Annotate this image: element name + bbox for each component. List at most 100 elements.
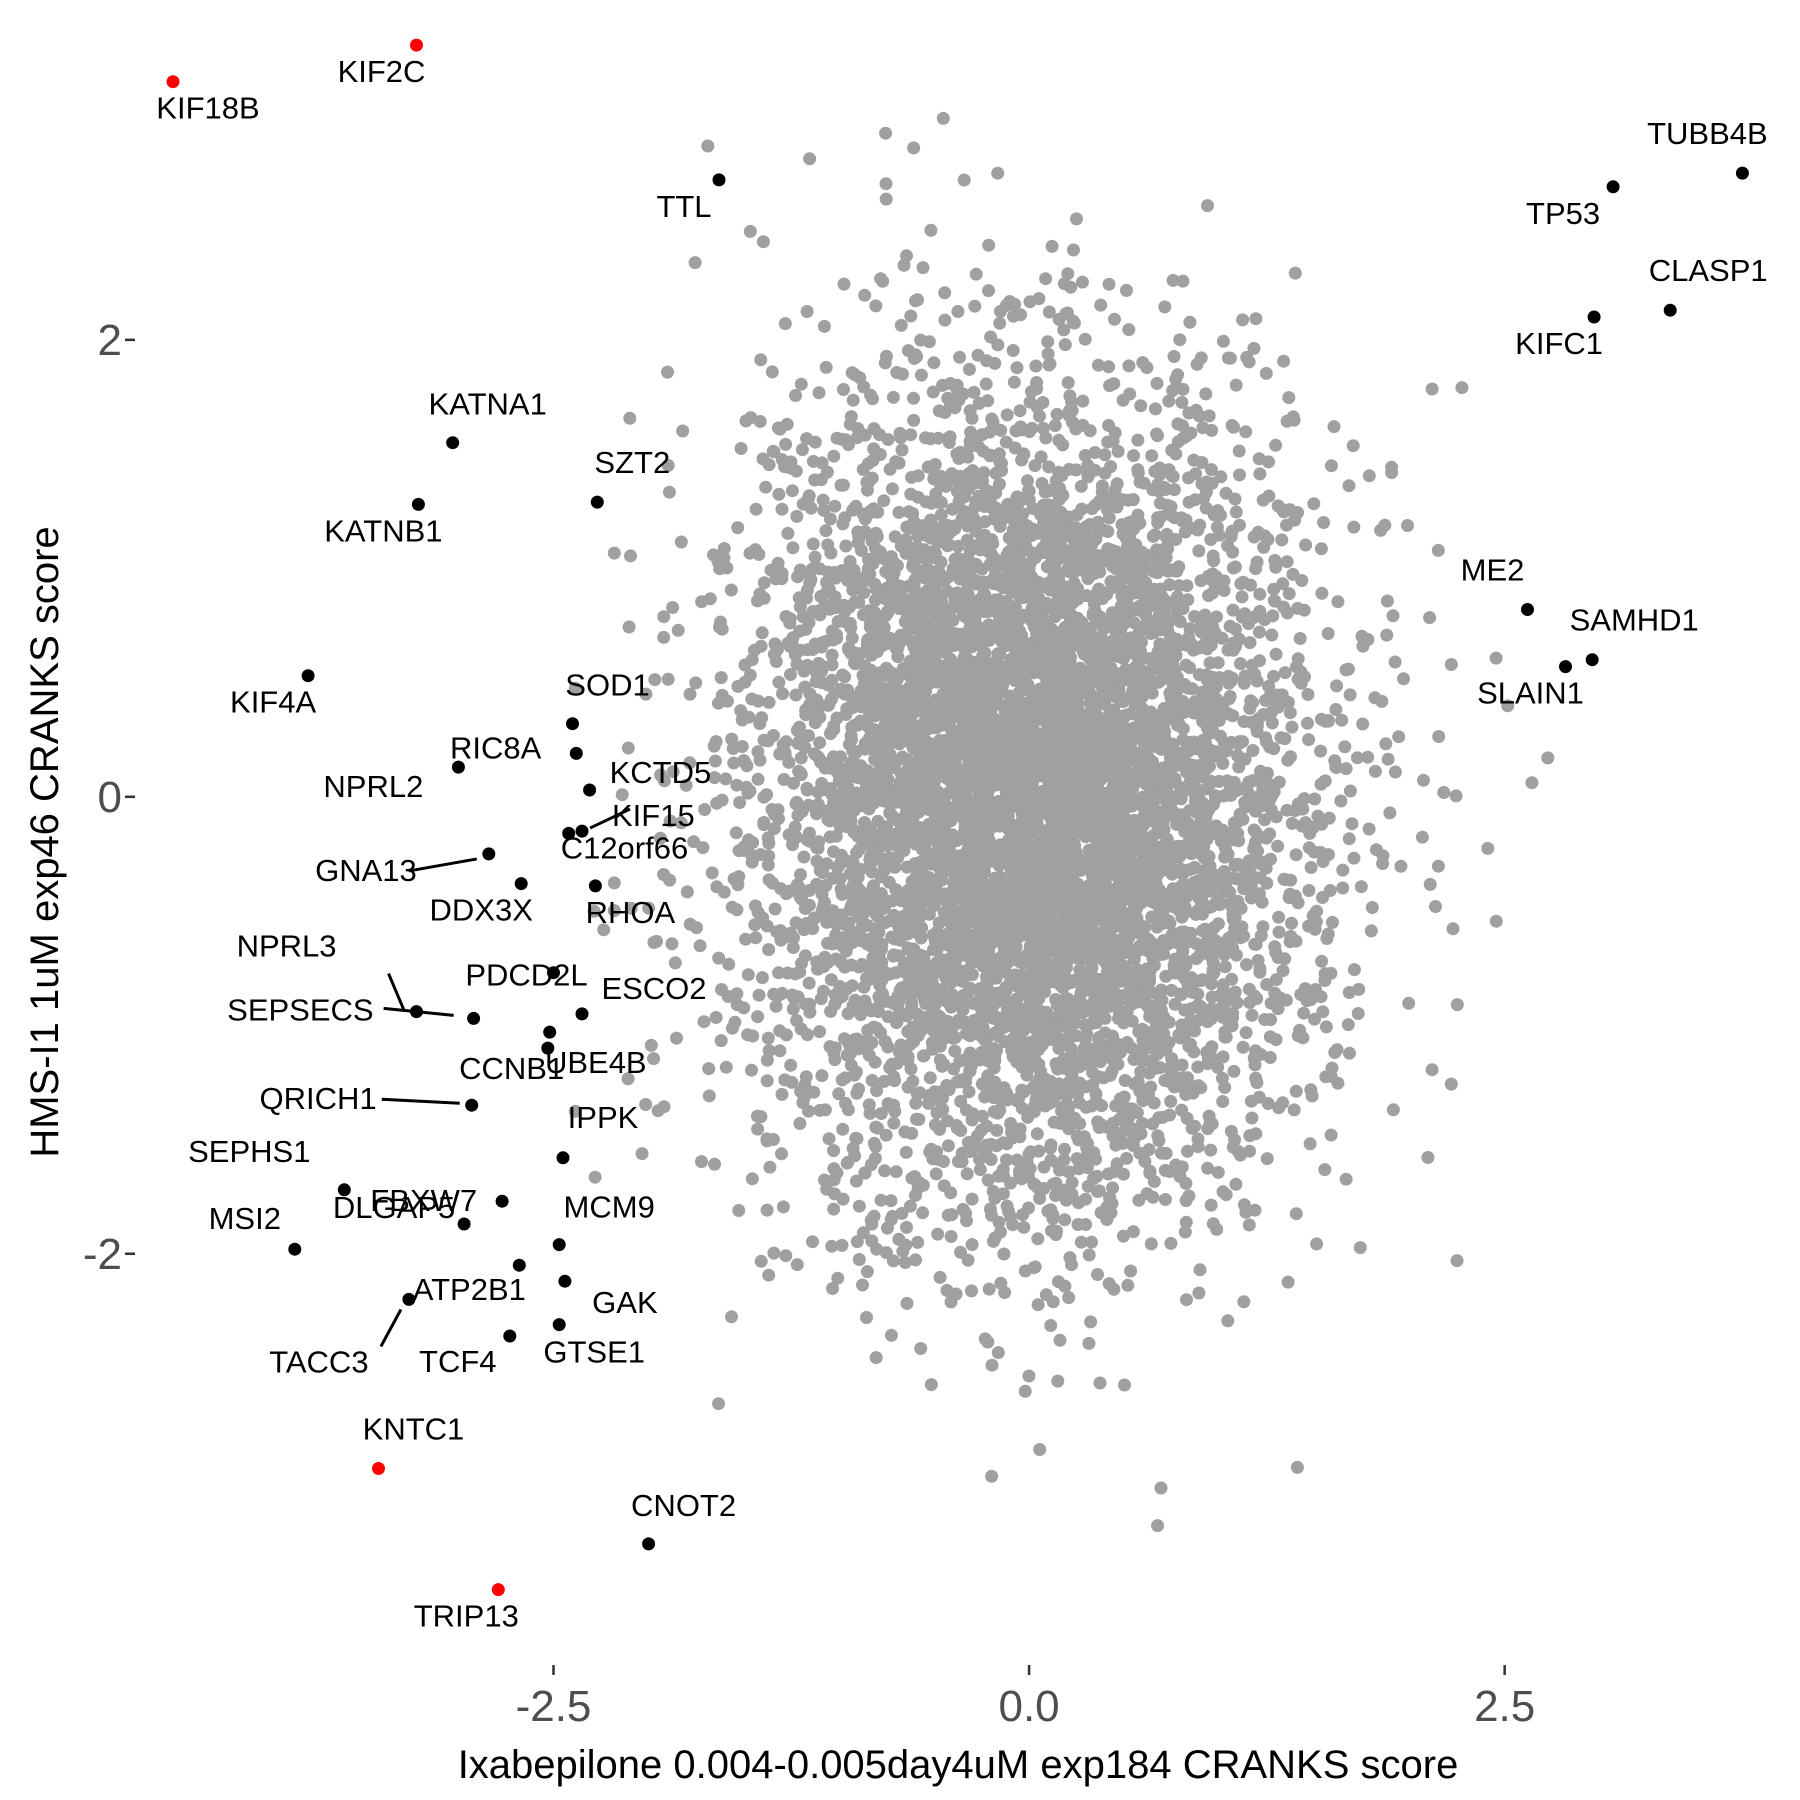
background-point	[916, 261, 930, 275]
background-point	[648, 673, 662, 687]
background-point	[1050, 407, 1064, 421]
background-point	[1058, 1213, 1072, 1227]
background-point	[1289, 1207, 1303, 1221]
background-point	[808, 747, 821, 761]
background-point	[852, 771, 866, 785]
background-point	[790, 1258, 804, 1272]
background-point	[914, 1342, 928, 1355]
background-point	[750, 1109, 764, 1123]
background-point	[874, 272, 888, 286]
background-point	[737, 1001, 751, 1015]
background-point	[725, 732, 739, 746]
background-point	[1193, 948, 1207, 962]
background-point	[1210, 520, 1224, 534]
background-point	[895, 1206, 909, 1220]
background-point	[745, 1172, 759, 1186]
background-point	[860, 971, 874, 985]
background-point	[1006, 344, 1020, 357]
background-point	[693, 939, 707, 953]
background-point	[1266, 609, 1280, 623]
background-point	[850, 431, 864, 445]
background-point	[1289, 848, 1303, 862]
background-point	[1007, 375, 1021, 389]
background-point	[1067, 243, 1080, 257]
background-point	[886, 390, 900, 404]
background-point	[914, 368, 928, 382]
background-point	[894, 431, 908, 445]
background-point	[717, 885, 731, 899]
background-point	[1204, 533, 1218, 546]
background-point	[762, 458, 776, 472]
background-point	[1253, 965, 1267, 979]
background-point	[864, 617, 877, 631]
background-point	[728, 1015, 742, 1029]
background-point	[860, 1265, 874, 1279]
background-point	[910, 1112, 923, 1126]
background-point	[1170, 590, 1184, 604]
background-point	[831, 1271, 845, 1285]
background-point	[621, 741, 635, 755]
background-point	[1237, 1295, 1251, 1309]
background-point	[1173, 333, 1187, 347]
background-point	[1017, 1220, 1031, 1234]
background-point	[724, 583, 738, 597]
background-point	[1271, 499, 1285, 513]
background-point	[981, 1173, 995, 1187]
background-point	[1124, 1264, 1138, 1278]
background-point	[977, 466, 991, 480]
background-point	[1343, 784, 1357, 798]
background-point	[1226, 545, 1240, 559]
background-point	[1281, 1275, 1295, 1289]
background-point	[906, 557, 920, 571]
background-point	[741, 968, 755, 982]
background-point	[1004, 1176, 1017, 1190]
background-point	[765, 803, 779, 816]
background-point	[1356, 639, 1370, 653]
background-point	[916, 1206, 930, 1220]
background-point	[1118, 1378, 1131, 1392]
background-point	[856, 1278, 869, 1292]
background-point	[924, 223, 938, 237]
background-point	[1386, 609, 1400, 623]
background-point	[846, 1142, 860, 1155]
background-point	[1051, 1374, 1065, 1388]
background-point	[1030, 376, 1044, 389]
background-point	[1178, 1225, 1192, 1239]
background-point	[1233, 518, 1246, 532]
background-point	[1342, 832, 1356, 846]
background-point	[825, 648, 839, 662]
background-point	[1229, 378, 1243, 392]
background-point	[871, 1121, 885, 1135]
background-point	[794, 377, 808, 391]
background-point	[1316, 1005, 1330, 1019]
background-point	[888, 530, 902, 544]
background-point	[793, 1117, 807, 1130]
background-point	[1247, 823, 1261, 837]
background-point	[1150, 376, 1164, 390]
background-point	[1489, 651, 1503, 665]
background-point	[670, 1031, 683, 1045]
background-point	[1282, 391, 1296, 405]
background-point	[1265, 716, 1279, 730]
background-point	[1070, 212, 1083, 226]
background-point	[679, 778, 693, 792]
background-point	[1238, 752, 1252, 766]
background-point	[876, 987, 889, 1001]
background-point	[991, 1346, 1005, 1360]
background-point	[1401, 519, 1414, 532]
background-point	[773, 1024, 787, 1038]
background-point	[796, 610, 810, 624]
background-point	[587, 904, 601, 918]
background-point	[786, 541, 800, 555]
background-point	[1331, 595, 1345, 609]
background-point	[1243, 1129, 1257, 1143]
background-point	[751, 1010, 765, 1024]
background-point	[698, 803, 712, 816]
background-point	[820, 857, 834, 871]
background-point	[858, 288, 872, 302]
background-point	[1066, 872, 1080, 886]
background-point	[769, 999, 783, 1013]
background-point	[1417, 773, 1430, 787]
background-point	[934, 508, 948, 522]
background-point	[840, 702, 854, 716]
